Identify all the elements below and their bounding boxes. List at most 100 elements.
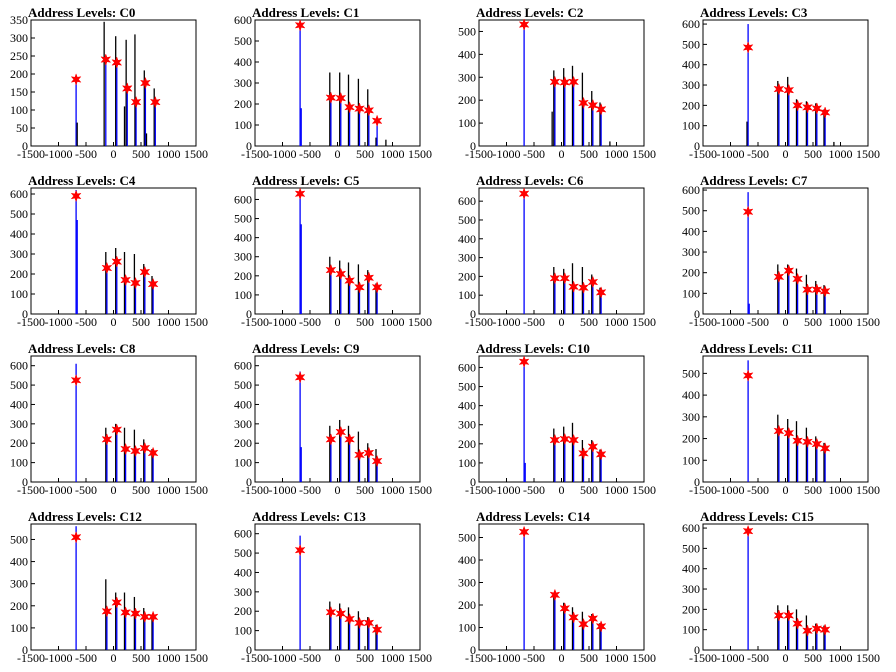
x-tick-label: -1000 (493, 147, 521, 161)
x-tick-label: -1500 (17, 651, 45, 665)
peak-marker (802, 101, 813, 114)
plot-frame (254, 19, 421, 147)
x-tick-label: -1000 (269, 651, 297, 665)
chart-panel-c14: Address Levels: C14 0 100 200 300 400 500 -1500… (458, 509, 656, 665)
chart-title: Address Levels: C9 (252, 341, 360, 356)
y-tick-label: 0 (694, 139, 700, 153)
peak-marker (568, 433, 580, 447)
peak-marker (147, 610, 159, 624)
x-tick-label: 1500 (408, 483, 432, 497)
peak-marker (595, 620, 607, 633)
x-tick-label: -1000 (45, 651, 73, 665)
x-tick-label: 500 (356, 315, 374, 329)
peak-marker (130, 607, 141, 620)
peak-marker (130, 276, 141, 290)
y-tick-label: 500 (458, 24, 476, 38)
x-tick-label: 0 (783, 651, 789, 665)
x-tick-label: 0 (783, 483, 789, 497)
y-tick-label: 500 (682, 37, 700, 51)
y-tick-label: 400 (458, 553, 476, 567)
peak-marker (802, 624, 813, 637)
peak-marker (335, 91, 347, 105)
y-tick-label: 300 (458, 418, 476, 432)
x-tick-label: 1000 (157, 483, 181, 497)
x-tick-label: 1000 (381, 147, 405, 161)
y-tick-label: 0 (22, 307, 28, 321)
y-tick-label: 500 (234, 378, 252, 392)
x-tick-label: -500 (299, 483, 321, 497)
peak-marker (559, 432, 571, 446)
y-tick-label: 0 (470, 643, 476, 657)
peak-marker (354, 102, 365, 115)
x-tick-label: -1000 (717, 483, 745, 497)
x-tick-label: -500 (299, 147, 321, 161)
y-tick-label: 100 (682, 453, 700, 467)
peak-marker (344, 100, 356, 114)
peak-marker (363, 446, 375, 460)
peak-marker (335, 267, 347, 281)
peak-marker (518, 18, 530, 31)
y-tick-label: 300 (682, 582, 700, 596)
y-tick-label: 200 (682, 266, 700, 280)
y-tick-label: 0 (22, 475, 28, 489)
x-tick-label: -500 (75, 315, 97, 329)
chart-panel-c5: Address Levels: C5 0 100 200 300 400 500 600 -15… (234, 173, 432, 329)
chart-panel-c9: Address Levels: C9 0 100 200 300 400 500 600 -15… (234, 341, 432, 497)
x-tick-label: -500 (523, 483, 545, 497)
x-tick-label: 500 (356, 147, 374, 161)
peak-marker (783, 609, 795, 622)
peak-marker (568, 280, 580, 293)
x-tick-label: 1000 (605, 483, 629, 497)
y-tick-label: 100 (458, 116, 476, 130)
chart-title: Address Levels: C7 (700, 173, 808, 188)
plot-frame (478, 523, 645, 651)
x-tick-label: -500 (747, 651, 769, 665)
peak-marker (130, 444, 141, 458)
y-tick-label: 300 (458, 70, 476, 84)
peak-marker (811, 283, 823, 296)
peak-marker (70, 531, 82, 544)
chart-panel-c15: Address Levels: C15 0 100 200 300 400 500 600 -1… (682, 509, 880, 665)
chart-panel-c0: Address Levels: C0 0 50 100 150 200 250 300 350 -… (10, 5, 208, 161)
y-tick-label: 100 (458, 456, 476, 470)
x-tick-label: -500 (747, 147, 769, 161)
x-tick-label: 0 (335, 651, 341, 665)
x-tick-label: -500 (299, 651, 321, 665)
x-tick-label: 1000 (605, 651, 629, 665)
x-tick-label: 500 (804, 147, 822, 161)
peak-marker (568, 611, 580, 624)
chart-panel-c7: Address Levels: C7 0 100 200 300 400 500 600 -15… (682, 173, 880, 329)
x-tick-label: 0 (335, 147, 341, 161)
peak-marker (811, 102, 823, 115)
peak-marker (773, 609, 785, 622)
peak-marker (578, 281, 589, 294)
chart-panel-c13: Address Levels: C13 0 100 200 300 400 500 600 -1… (234, 509, 432, 665)
chart-panel-c10: Address Levels: C10 0 100 200 300 400 500 600 -1… (458, 341, 656, 497)
peak-marker (111, 423, 123, 436)
x-tick-label: 500 (132, 651, 150, 665)
peak-marker (518, 355, 530, 368)
x-tick-label: 500 (804, 651, 822, 665)
y-tick-label: 200 (458, 93, 476, 107)
y-tick-label: 300 (234, 76, 252, 90)
y-tick-label: 200 (234, 604, 252, 618)
chart-title: Address Levels: C10 (476, 341, 590, 356)
x-tick-label: 0 (335, 315, 341, 329)
peak-marker (147, 446, 159, 460)
y-tick-label: 0 (694, 475, 700, 489)
plot-frame (702, 523, 869, 651)
peak-marker (100, 53, 112, 66)
peak-marker (111, 596, 123, 609)
y-tick-label: 0 (246, 475, 252, 489)
peak-marker (783, 83, 795, 97)
y-tick-label: 300 (458, 576, 476, 590)
peak-marker (595, 286, 607, 299)
x-tick-label: -1000 (493, 483, 521, 497)
peak-marker (335, 607, 347, 620)
peak-marker (294, 543, 306, 557)
x-tick-label: 500 (580, 315, 598, 329)
y-tick-label: 0 (22, 643, 28, 657)
x-tick-label: 1500 (856, 483, 880, 497)
peak-marker (773, 424, 785, 438)
y-tick-label: 100 (682, 623, 700, 637)
